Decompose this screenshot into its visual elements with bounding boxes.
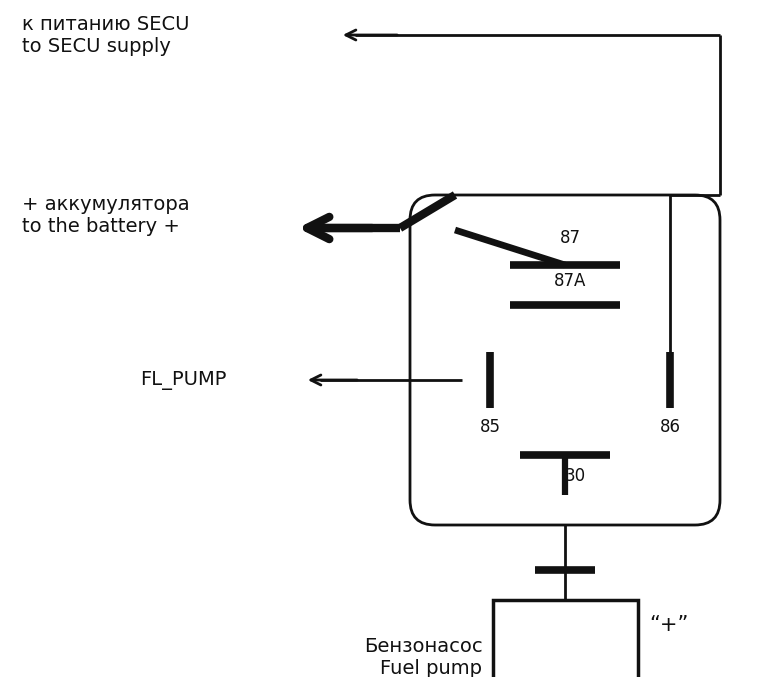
Text: FL_PUMP: FL_PUMP [140,370,227,389]
Text: 87: 87 [560,229,581,247]
Text: “+”: “+” [650,615,689,635]
Text: 30: 30 [564,467,585,485]
Text: + аккумулятора
to the battery +: + аккумулятора to the battery + [22,195,190,236]
Text: 87A: 87A [554,272,586,290]
Text: к питанию SECU
to SECU supply: к питанию SECU to SECU supply [22,15,190,56]
Text: 85: 85 [479,418,501,436]
Bar [492,600,637,677]
Text: 86: 86 [660,418,680,436]
Text: Бензонасос
Fuel pump: Бензонасос Fuel pump [364,637,482,677]
FancyBboxPatch shape [410,195,720,525]
